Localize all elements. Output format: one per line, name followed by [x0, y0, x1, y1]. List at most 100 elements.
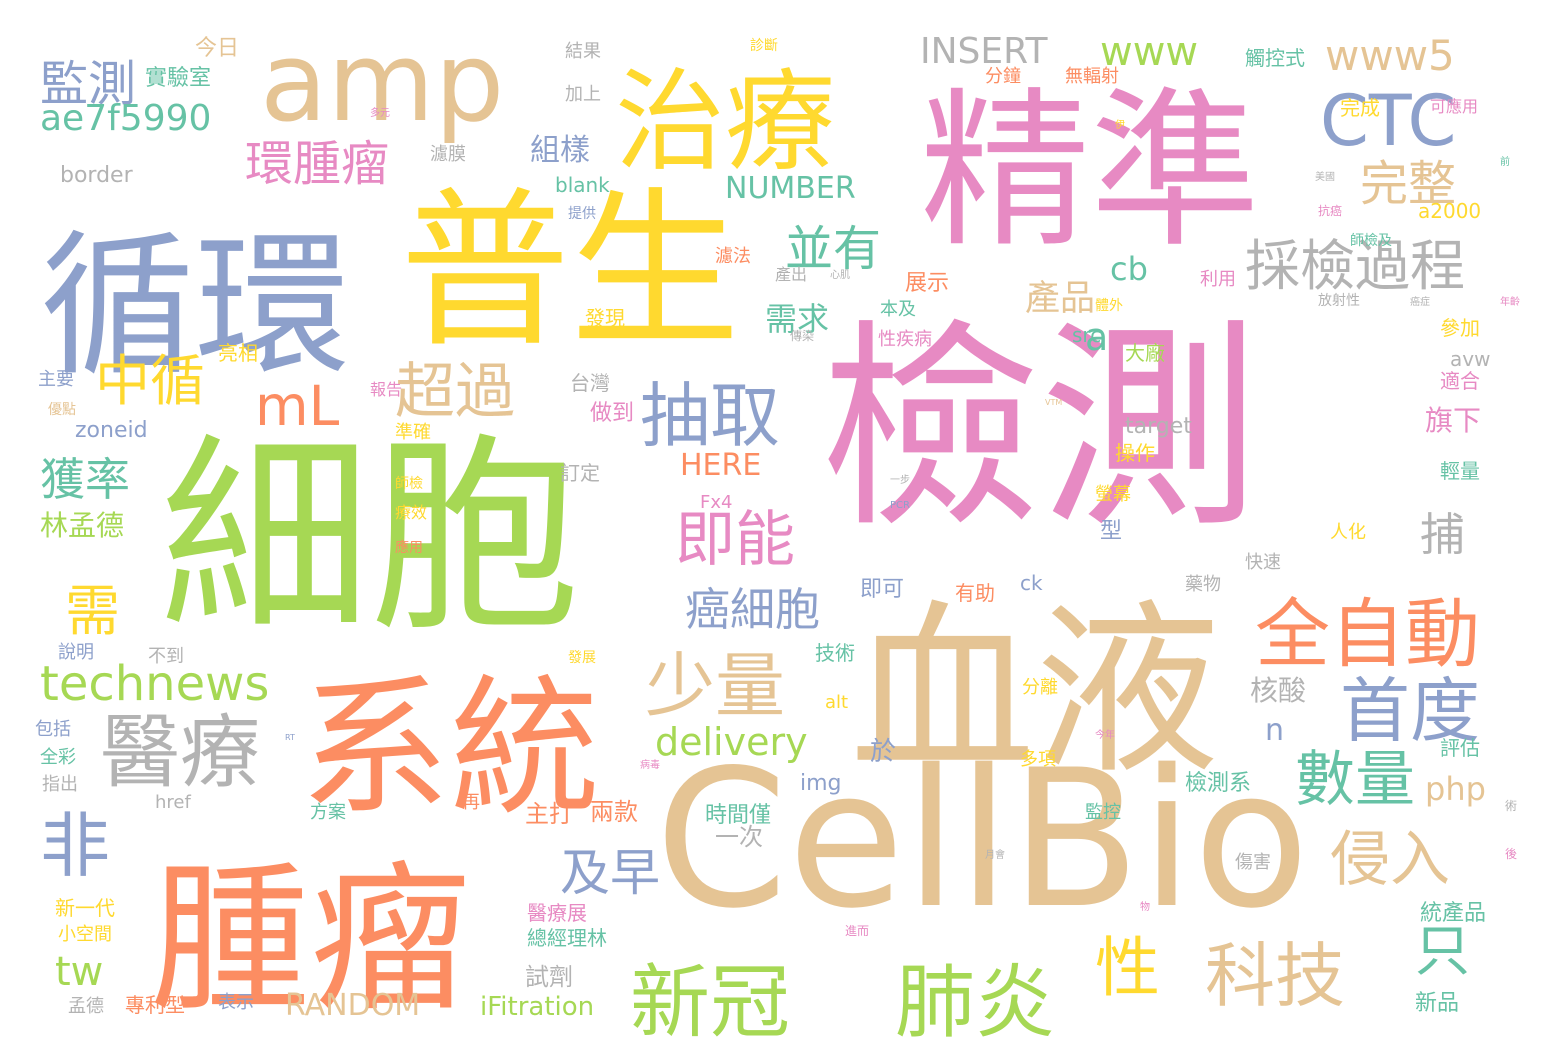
cloud-word: technews [40, 656, 269, 712]
cloud-word: CTC [1320, 80, 1456, 162]
cloud-word: 參加 [1440, 316, 1480, 340]
cloud-word: delivery [655, 720, 808, 764]
cloud-word: HERE [680, 448, 761, 483]
cloud-word: 治療 [615, 58, 835, 186]
cloud-word: 今日 [195, 36, 239, 61]
cloud-word: 全彩 [40, 747, 76, 768]
cloud-word: 細胞 [160, 415, 580, 660]
cloud-word: 技術 [815, 641, 855, 665]
cloud-word: 療效 [395, 503, 427, 522]
cloud-word: 組樣 [530, 133, 590, 168]
cloud-word: alt [825, 692, 848, 713]
cloud-word: 病毒 [640, 758, 660, 771]
cloud-word: 放射性 [1318, 293, 1360, 309]
cloud-word: 適合 [1440, 369, 1480, 393]
cloud-word: 需 [65, 579, 120, 643]
cloud-word: 分離 [1022, 677, 1058, 698]
cloud-word: 產品 [1025, 279, 1095, 319]
cloud-word: 新品 [1415, 991, 1459, 1016]
cloud-word: 前 [1500, 155, 1510, 168]
cloud-word: 統產品 [1420, 901, 1486, 926]
cloud-word: 超過 [395, 357, 515, 427]
cloud-word: 加上 [565, 84, 601, 105]
cloud-word: 有助 [955, 581, 995, 605]
cloud-word: PCR [890, 500, 910, 511]
cloud-word: 今年 [1095, 728, 1115, 741]
cloud-word: 輕量 [1440, 459, 1480, 483]
cloud-word: 多項 [1020, 749, 1056, 770]
cloud-word: 新冠 [630, 956, 790, 1049]
cloud-word: border [60, 163, 134, 188]
cloud-word: 中循 [95, 349, 205, 413]
cloud-word: 濾法 [715, 246, 751, 267]
cloud-word: 兩款 [590, 798, 638, 826]
cloud-word: 採檢過程 [1245, 234, 1465, 298]
cloud-word: 非 [40, 805, 110, 887]
cloud-word: ck [1020, 571, 1043, 595]
cloud-word: 年齡 [1500, 295, 1520, 308]
cloud-word: www [1100, 29, 1198, 75]
cloud-word: 物 [1140, 900, 1150, 913]
cloud-word: 監測 [40, 56, 136, 112]
cloud-word: 系統 [300, 662, 600, 836]
cloud-word: 林孟德 [40, 509, 124, 542]
cloud-word: 亮相 [218, 341, 258, 365]
cloud-word: img [800, 771, 842, 796]
cloud-word: 產出 [775, 265, 807, 284]
cloud-word: 指出 [42, 774, 78, 795]
cloud-word: 檢測系 [1185, 771, 1251, 796]
cloud-word: 核酸 [1250, 674, 1306, 707]
cloud-word: NUMBER [725, 171, 856, 206]
cloud-word: 優點 [48, 402, 76, 418]
cloud-word: 可應用 [1430, 97, 1478, 116]
cloud-word: a2000 [1418, 199, 1481, 223]
cloud-word: 需求 [765, 300, 829, 338]
cloud-word: 快速 [1245, 552, 1281, 573]
cloud-word: 主要 [38, 369, 74, 390]
cloud-word: 醫療 [100, 706, 260, 799]
cloud-word: 醫療展 [527, 901, 587, 925]
cloud-word: href [155, 792, 191, 813]
cloud-word: 科技 [1205, 935, 1345, 1017]
cloud-word: 進而 [845, 924, 869, 938]
cloud-word: 試劑 [525, 963, 573, 991]
cloud-word: 術 [1505, 799, 1517, 813]
cloud-word: blank [555, 173, 610, 197]
cloud-word: 於 [870, 737, 896, 767]
cloud-word: 包括 [35, 719, 71, 740]
cloud-word: 濾膜 [430, 144, 466, 165]
cloud-word: 提供 [568, 206, 596, 222]
cloud-word: 台灣 [570, 371, 610, 395]
cloud-word: 一次 [715, 823, 763, 851]
cloud-word: 師檢及 [1350, 232, 1392, 249]
cloud-word: INSERT [920, 31, 1049, 72]
cloud-word: 性疾病 [878, 329, 932, 350]
cloud-word: 檢測 [820, 301, 1260, 557]
cloud-word: 即能 [675, 505, 795, 575]
cloud-word: 利用 [1200, 269, 1236, 290]
cloud-word: www5 [1325, 31, 1455, 80]
cloud-word: 應用 [395, 539, 423, 556]
cloud-word: 不到 [148, 646, 184, 667]
cloud-word: 及早 [560, 844, 660, 902]
cloud-word: 表示 [218, 992, 254, 1013]
cloud-word: 捕 [1420, 508, 1465, 561]
cloud-word: 型 [1100, 519, 1122, 544]
cloud-word: 觸控式 [1245, 46, 1305, 70]
cloud-word: 抗癌 [1318, 203, 1342, 218]
cloud-word: 準確 [395, 422, 431, 443]
cloud-word: 發現 [585, 306, 625, 330]
cloud-word: 結果 [565, 41, 601, 62]
cloud-word: 首度 [1340, 670, 1480, 752]
cloud-word: mL [255, 374, 340, 438]
cloud-word: 癌細胞 [685, 583, 820, 636]
cloud-word: 本及 [880, 299, 916, 320]
cloud-word: amp [260, 18, 504, 146]
cloud-word: php [1425, 770, 1486, 808]
cloud-word: 完整 [1360, 156, 1456, 212]
cloud-word: 獲率 [40, 453, 130, 506]
cloud-word: 抽取 [640, 375, 780, 457]
cloud-word: 主打 [525, 800, 573, 828]
cloud-word: CellBio [655, 729, 1310, 950]
